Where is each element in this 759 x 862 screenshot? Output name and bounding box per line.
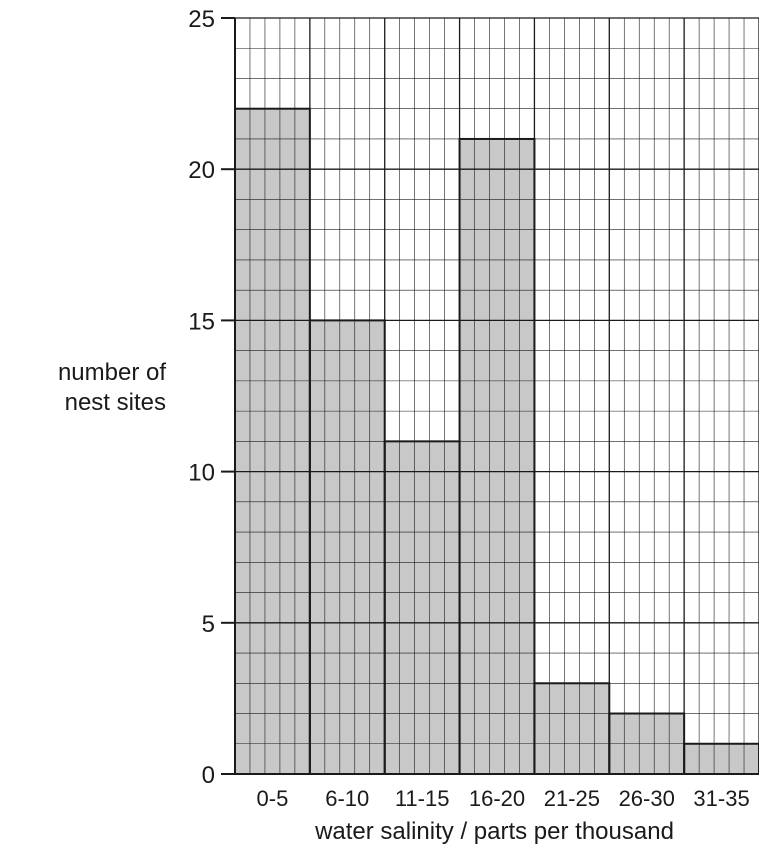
y-axis-label-line-2: nest sites	[64, 389, 166, 416]
x-tick-label: 0-5	[257, 786, 289, 811]
y-tick-label: 5	[202, 611, 215, 638]
y-axis-label-line-1: number of	[57, 359, 166, 386]
x-tick-label: 16-20	[469, 786, 525, 811]
bar-31-35	[684, 743, 759, 774]
x-axis-label: water salinity / parts per thousand	[315, 818, 674, 845]
bar-outline-16-20	[458, 137, 536, 775]
bar-16-20	[459, 138, 535, 774]
x-tick-label: 26-30	[619, 786, 675, 811]
bar-21-25	[534, 683, 610, 774]
y-tick-label: 0	[202, 762, 215, 789]
y-tick-label: 20	[188, 157, 215, 184]
tick-labels-layer: 0 5 10 15 20 25 0-5 6-10 11-15 16-20 21-25 26-30 31-…	[188, 6, 749, 811]
y-tick-label: 15	[188, 308, 215, 335]
x-tick-label: 6-10	[325, 786, 369, 811]
y-tick-label: 10	[188, 460, 215, 487]
bar-outline-31-35	[683, 742, 759, 776]
x-tick-label: 11-15	[395, 786, 450, 811]
y-tick-label: 25	[188, 6, 215, 33]
bars-layer	[235, 108, 759, 775]
bar-11-15	[384, 441, 460, 774]
x-tick-label: 21-25	[544, 786, 600, 811]
y-axis-label: number of nest sites	[0, 358, 166, 418]
bar-6-10	[309, 320, 385, 774]
x-tick-label: 31-35	[693, 786, 749, 811]
